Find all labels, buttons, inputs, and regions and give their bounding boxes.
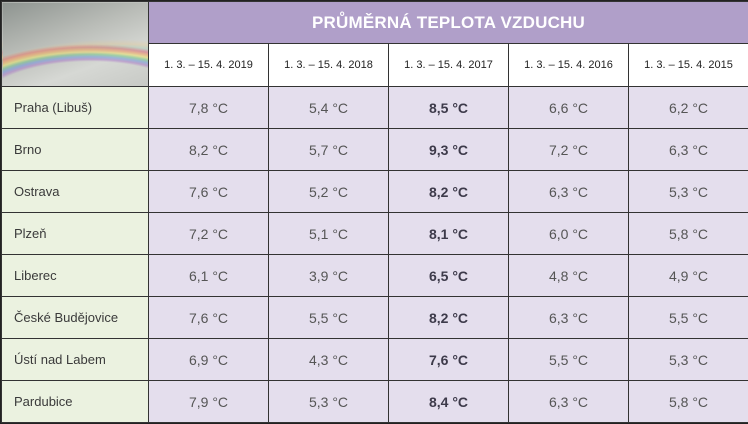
table-row: Liberec 6,1 °C 3,9 °C 6,5 °C 4,8 °C 4,9 … xyxy=(1,254,748,297)
table-row: Plzeň 7,2 °C 5,1 °C 8,1 °C 6,0 °C 5,8 °C xyxy=(1,212,748,255)
temperature-value-highlighted: 9,3 °C xyxy=(388,128,509,171)
temperature-value: 4,8 °C xyxy=(508,254,629,297)
city-name: České Budějovice xyxy=(1,296,149,339)
table-row: Brno 8,2 °C 5,7 °C 9,3 °C 7,2 °C 6,3 °C xyxy=(1,128,748,171)
column-header: 1. 3. – 15. 4. 2019 xyxy=(148,43,269,87)
temperature-value: 5,3 °C xyxy=(268,380,389,423)
city-name: Ostrava xyxy=(1,170,149,213)
temperature-value: 5,5 °C xyxy=(508,338,629,381)
table-title: PRŮMĚRNÁ TEPLOTA VZDUCHU xyxy=(147,1,748,44)
temperature-value: 6,1 °C xyxy=(148,254,269,297)
table-row: České Budějovice 7,6 °C 5,5 °C 8,2 °C 6,… xyxy=(1,296,748,339)
column-header: 1. 3. – 15. 4. 2016 xyxy=(508,43,629,87)
table-body: Praha (Libuš) 7,8 °C 5,4 °C 8,5 °C 6,6 °… xyxy=(1,86,748,423)
city-name: Praha (Libuš) xyxy=(1,86,149,129)
table-row: Pardubice 7,9 °C 5,3 °C 8,4 °C 6,3 °C 5,… xyxy=(1,380,748,423)
title-row: PRŮMĚRNÁ TEPLOTA VZDUCHU xyxy=(1,1,748,87)
temperature-value: 4,3 °C xyxy=(268,338,389,381)
temperature-value-highlighted: 8,2 °C xyxy=(388,170,509,213)
column-header: 1. 3. – 15. 4. 2018 xyxy=(268,43,389,87)
temperature-value: 5,5 °C xyxy=(268,296,389,339)
temperature-value-highlighted: 6,5 °C xyxy=(388,254,509,297)
temperature-value: 6,6 °C xyxy=(508,86,629,129)
temperature-value: 7,8 °C xyxy=(148,86,269,129)
column-header: 1. 3. – 15. 4. 2015 xyxy=(627,43,748,87)
temperature-value: 7,2 °C xyxy=(148,212,269,255)
temperature-value: 5,2 °C xyxy=(268,170,389,213)
temperature-value: 6,3 °C xyxy=(508,296,629,339)
temperature-value: 8,2 °C xyxy=(148,128,269,171)
temperature-value: 5,3 °C xyxy=(627,170,748,213)
city-name: Liberec xyxy=(1,254,149,297)
temperature-value: 6,2 °C xyxy=(627,86,748,129)
temperature-value: 6,3 °C xyxy=(627,128,748,171)
temperature-value-highlighted: 8,5 °C xyxy=(388,86,509,129)
temperature-value-highlighted: 8,1 °C xyxy=(388,212,509,255)
temperature-value: 6,3 °C xyxy=(508,380,629,423)
temperature-value-highlighted: 8,4 °C xyxy=(388,380,509,423)
city-name: Pardubice xyxy=(1,380,149,423)
temperature-value: 6,3 °C xyxy=(508,170,629,213)
column-header-row: 1. 3. – 15. 4. 2019 1. 3. – 15. 4. 2018 … xyxy=(2,43,748,87)
temperature-value: 5,7 °C xyxy=(268,128,389,171)
temperature-value: 5,3 °C xyxy=(627,338,748,381)
temperature-value-highlighted: 7,6 °C xyxy=(388,338,509,381)
temperature-value: 6,0 °C xyxy=(508,212,629,255)
temperature-value: 5,5 °C xyxy=(627,296,748,339)
temperature-value-highlighted: 8,2 °C xyxy=(388,296,509,339)
temperature-value: 5,8 °C xyxy=(627,212,748,255)
table-row: Praha (Libuš) 7,8 °C 5,4 °C 8,5 °C 6,6 °… xyxy=(1,86,748,129)
temperature-value: 6,9 °C xyxy=(148,338,269,381)
city-name: Ústí nad Labem xyxy=(1,338,149,381)
table-row: Ostrava 7,6 °C 5,2 °C 8,2 °C 6,3 °C 5,3 … xyxy=(1,170,748,213)
temperature-value: 7,6 °C xyxy=(148,170,269,213)
temperature-value: 5,4 °C xyxy=(268,86,389,129)
city-name: Plzeň xyxy=(1,212,149,255)
rainbow-image xyxy=(1,1,149,87)
temperature-value: 7,2 °C xyxy=(508,128,629,171)
temperature-value: 7,9 °C xyxy=(148,380,269,423)
temperature-value: 7,6 °C xyxy=(148,296,269,339)
city-name: Brno xyxy=(1,128,149,171)
column-header: 1. 3. – 15. 4. 2017 xyxy=(388,43,509,87)
temperature-value: 4,9 °C xyxy=(627,254,748,297)
temperature-value: 5,8 °C xyxy=(627,380,748,423)
table-row: Ústí nad Labem 6,9 °C 4,3 °C 7,6 °C 5,5 … xyxy=(1,338,748,381)
temperature-value: 3,9 °C xyxy=(268,254,389,297)
temperature-value: 5,1 °C xyxy=(268,212,389,255)
